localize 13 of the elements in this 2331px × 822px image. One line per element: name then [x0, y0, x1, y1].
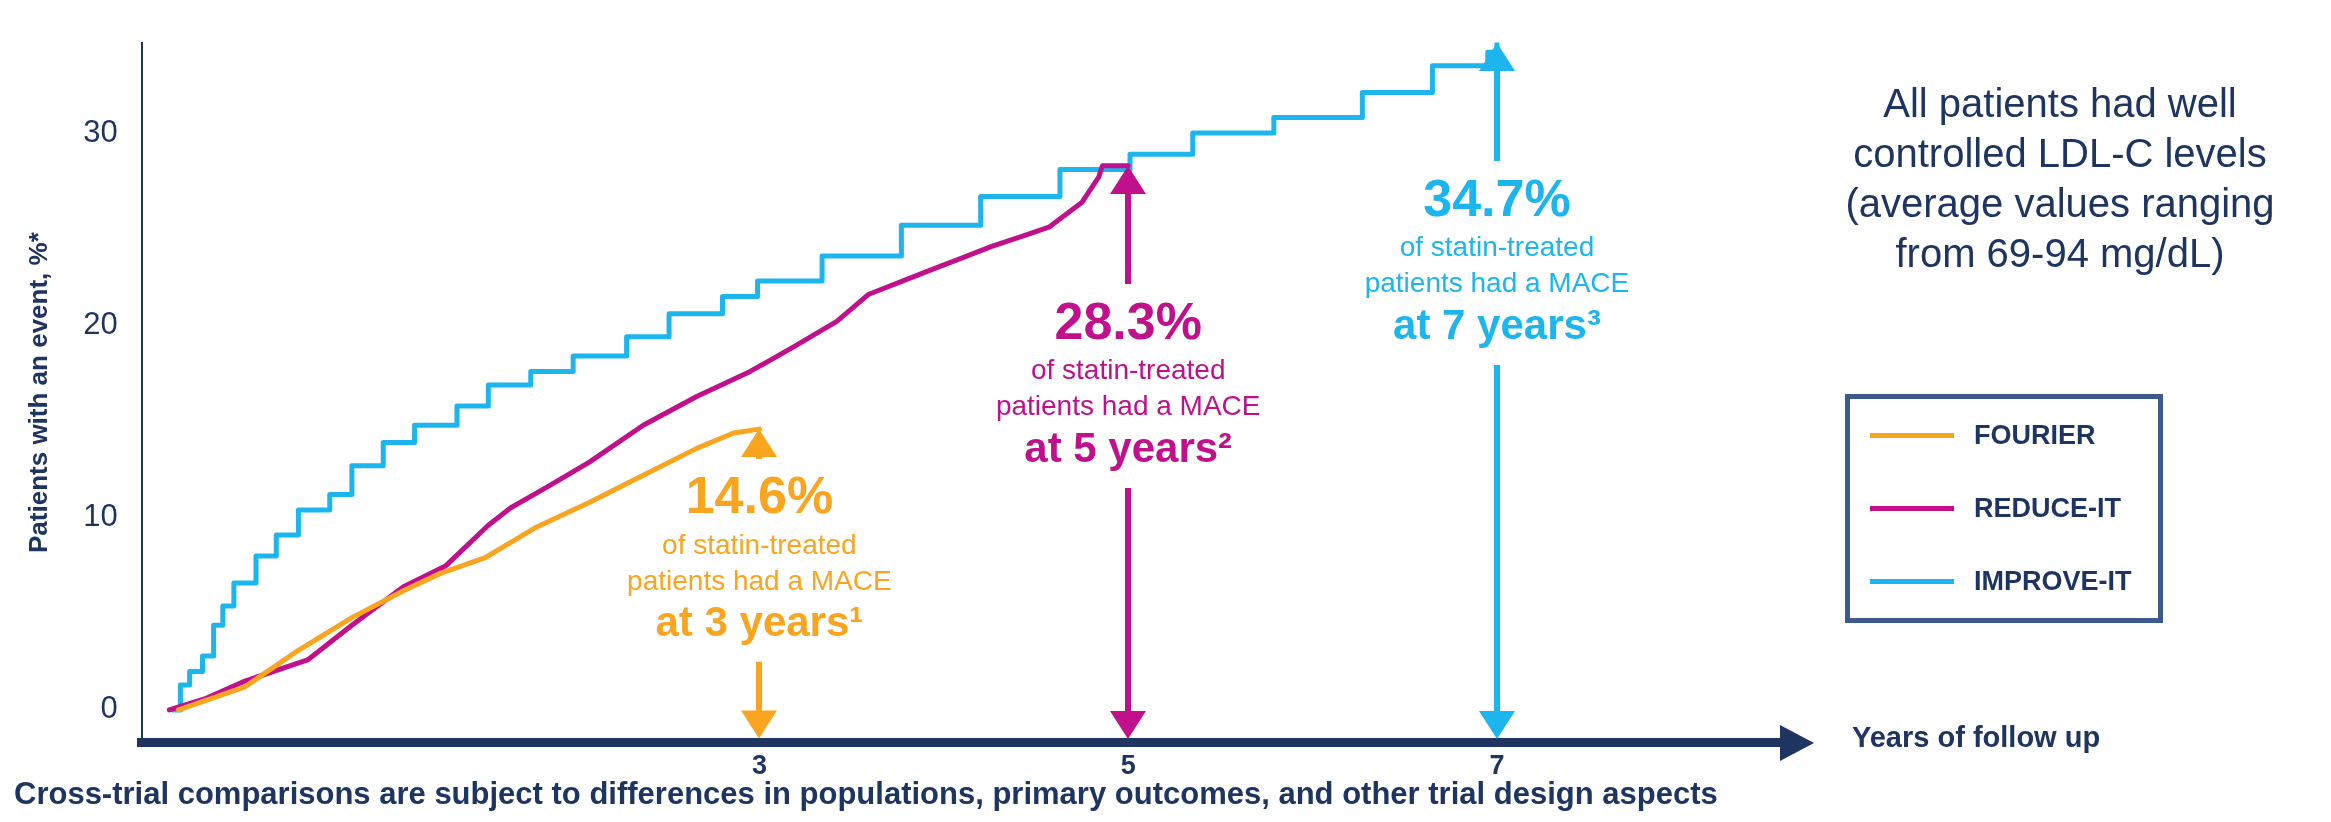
legend-label: IMPROVE-IT	[1974, 566, 2132, 597]
text: All patients had well controlled LDL-C levels (average values ranging from 69-94 mg/dL)	[1844, 80, 2276, 277]
y-tick-label: 10	[83, 498, 118, 534]
legend-label: REDUCE-IT	[1974, 493, 2121, 524]
y-tick-label: 30	[83, 113, 118, 149]
y-axis-title: Patients with an event, %*	[22, 231, 53, 553]
y-tick-label: 0	[100, 690, 118, 726]
annotation: 34.7% of statin-treated patients had a MACE at 7 years³	[1364, 168, 1630, 349]
x-axis-title: Years of follow up	[1852, 720, 2101, 753]
annotation: 28.3% of statin-treated patients had a MACE at 5 years²	[995, 292, 1261, 472]
annotation: 14.6% of statin-treated patients had a MACE at 3 years¹	[627, 466, 892, 646]
y-tick-label: 20	[83, 305, 118, 341]
legend-label: FOURIER	[1974, 420, 2096, 451]
